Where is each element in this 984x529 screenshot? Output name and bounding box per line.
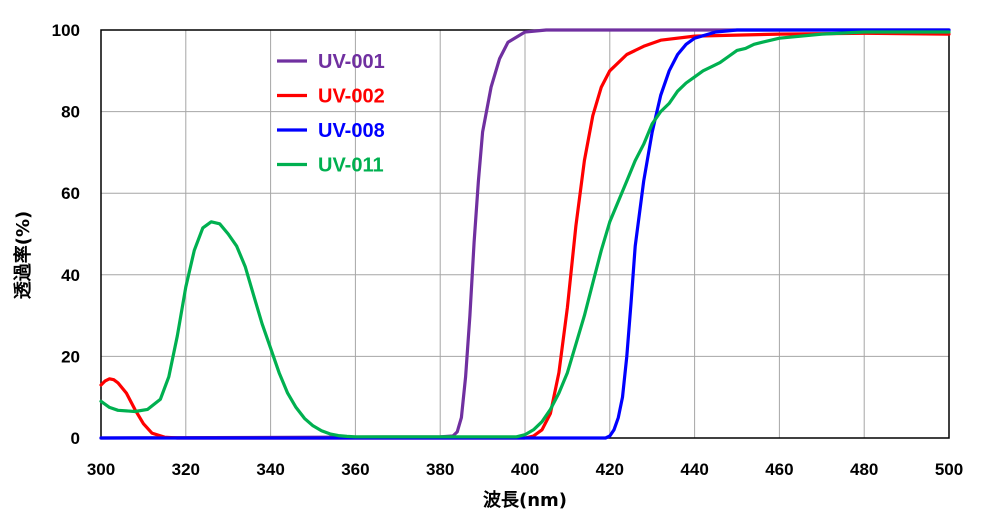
y-tick-label: 60 [61, 184, 80, 203]
legend-label: UV-002 [318, 86, 385, 108]
y-tick-label: 40 [61, 266, 80, 285]
y-tick-label: 0 [71, 429, 80, 448]
legend-label: UV-008 [318, 120, 385, 142]
x-tick-label: 420 [596, 460, 624, 479]
legend-label: UV-001 [318, 51, 385, 73]
x-tick-label: 300 [87, 460, 115, 479]
legend-label: UV-011 [318, 155, 384, 177]
y-tick-label: 100 [52, 21, 80, 40]
x-tick-label: 480 [850, 460, 878, 479]
x-tick-label: 380 [426, 460, 454, 479]
series-line-uv-001 [99, 28, 951, 440]
x-tick-labels: 300 320 340 360 380 400 420 440 460 480 500 [87, 460, 963, 479]
x-tick-label: 460 [765, 460, 793, 479]
y-tick-labels: 0 20 40 60 80 100 [52, 21, 80, 448]
x-tick-label: 320 [172, 460, 200, 479]
series-layer [99, 28, 951, 440]
x-axis-title: 波長(nm) [483, 489, 567, 511]
gridlines [101, 30, 949, 438]
y-axis-title: 透過率(%) [12, 211, 34, 300]
series-line-uv-002 [99, 31, 951, 440]
series-line-uv-011 [99, 30, 951, 439]
x-tick-label: 340 [256, 460, 284, 479]
x-tick-label: 440 [680, 460, 708, 479]
x-tick-label: 360 [341, 460, 369, 479]
series-line-uv-008 [99, 28, 951, 440]
x-tick-label: 500 [935, 460, 963, 479]
y-tick-label: 20 [61, 347, 80, 366]
legend: UV-001 UV-002 UV-008 UV-011 [277, 51, 385, 177]
y-tick-label: 80 [61, 103, 80, 122]
x-tick-label: 400 [511, 460, 539, 479]
